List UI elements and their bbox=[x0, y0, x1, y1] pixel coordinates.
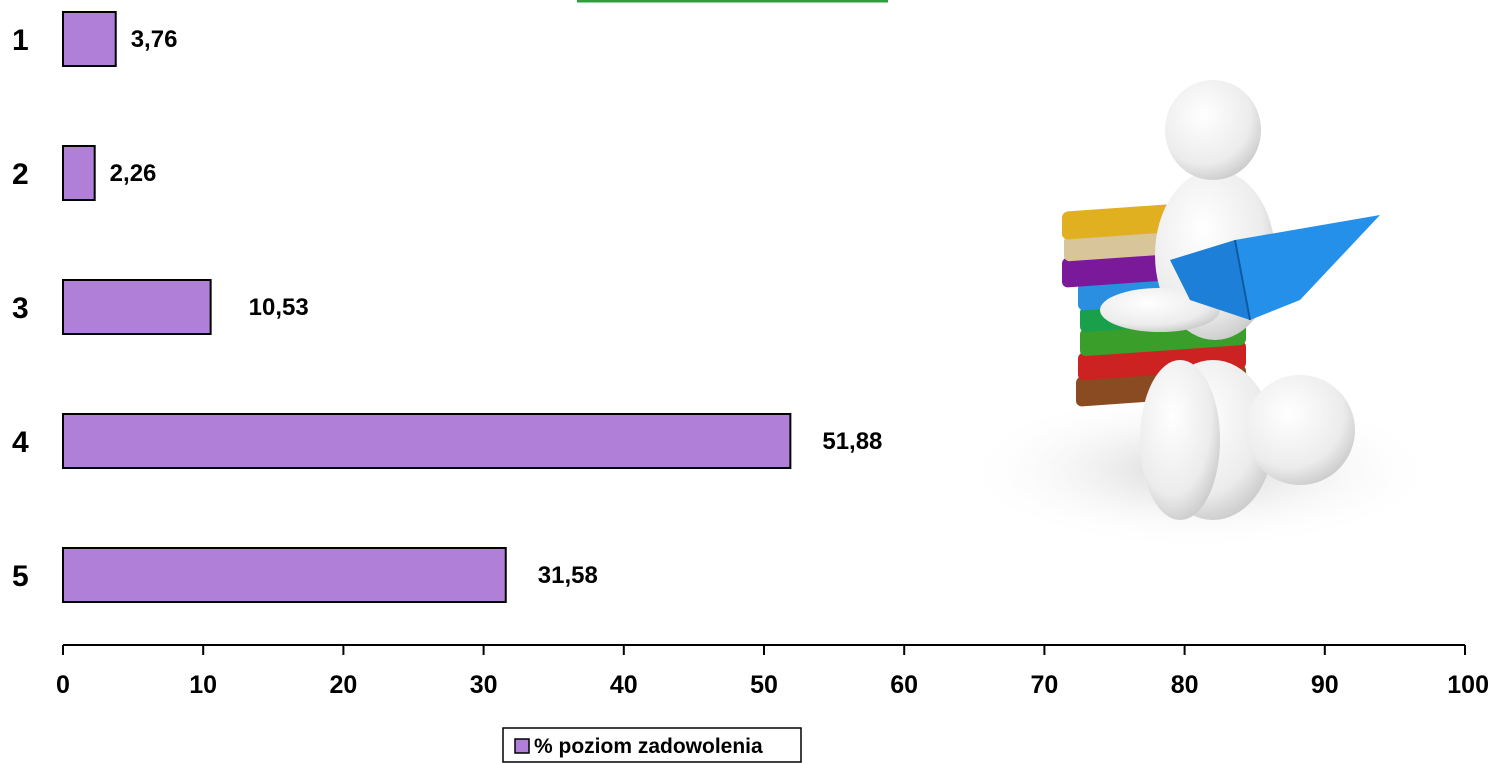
category-label-1: 1 bbox=[12, 24, 29, 57]
value-label-3: 10,53 bbox=[249, 294, 309, 321]
value-label-2: 2,26 bbox=[110, 160, 157, 187]
category-labels: 1 2 3 4 5 bbox=[12, 24, 29, 593]
x-tick-label-100: 100 bbox=[1447, 671, 1489, 699]
person-reading-book-on-book-stack bbox=[960, 80, 1440, 550]
legend-swatch bbox=[514, 738, 530, 754]
category-label-3: 3 bbox=[12, 292, 29, 325]
value-label-1: 3,76 bbox=[131, 26, 178, 53]
x-tick-label-50: 50 bbox=[750, 671, 778, 699]
x-tick-label-70: 70 bbox=[1030, 671, 1058, 699]
x-tick-label-60: 60 bbox=[890, 671, 918, 699]
x-tick-label-30: 30 bbox=[470, 671, 498, 699]
category-label-5: 5 bbox=[12, 560, 29, 593]
value-label-4: 51,88 bbox=[822, 428, 882, 455]
value-label-5: 31,58 bbox=[538, 562, 598, 589]
bar-4 bbox=[62, 413, 792, 469]
bars-group bbox=[62, 11, 792, 603]
bar-1 bbox=[62, 11, 117, 67]
x-axis: 0 10 20 30 40 50 60 70 80 90 100 bbox=[56, 644, 1489, 699]
category-label-2: 2 bbox=[12, 158, 29, 191]
x-tick-label-90: 90 bbox=[1311, 671, 1339, 699]
x-tick-label-20: 20 bbox=[329, 671, 357, 699]
category-label-4: 4 bbox=[12, 426, 29, 459]
x-tick-label-0: 0 bbox=[56, 671, 70, 699]
legend-label: % poziom zadowolenia bbox=[534, 735, 763, 758]
x-tick-label-10: 10 bbox=[189, 671, 217, 699]
x-tick-label-80: 80 bbox=[1171, 671, 1199, 699]
bar-2 bbox=[62, 145, 96, 201]
x-tick-label-40: 40 bbox=[610, 671, 638, 699]
bar-3 bbox=[62, 279, 212, 335]
legend-box bbox=[502, 727, 802, 763]
bar-5 bbox=[62, 547, 507, 603]
value-labels: 3,76 2,26 10,53 51,88 31,58 bbox=[110, 26, 883, 589]
legend: % poziom zadowolenia bbox=[502, 727, 802, 763]
